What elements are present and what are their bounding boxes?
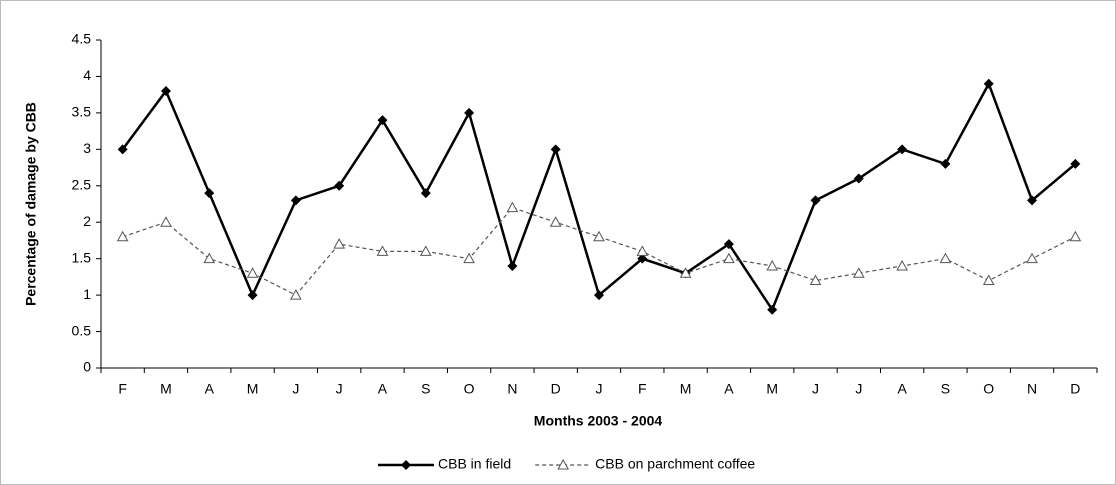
marker [853, 173, 864, 184]
x-tick-label: A [724, 381, 734, 397]
x-tick-label: A [205, 381, 215, 397]
y-tick-label: 1.5 [72, 249, 92, 265]
x-tick-label: O [464, 381, 475, 397]
y-tick-label: 1 [83, 286, 91, 302]
marker [549, 216, 562, 227]
marker [246, 267, 259, 278]
marker [376, 245, 389, 256]
marker [557, 458, 570, 470]
marker [116, 230, 129, 242]
marker [897, 144, 908, 155]
marker [809, 274, 822, 286]
marker [463, 252, 475, 264]
marker [507, 260, 518, 271]
marker [593, 230, 605, 242]
marker [160, 86, 171, 97]
x-tick-label: J [596, 381, 603, 397]
x-tick-label: J [336, 381, 343, 397]
series-line [122, 206, 1076, 296]
x-tick-label: N [507, 381, 517, 397]
x-tick-label: M [247, 381, 259, 397]
x-tick-label: M [680, 381, 692, 397]
marker [333, 238, 346, 249]
x-tick-label: M [766, 381, 778, 397]
y-axis-label: Percentage of damage by CBB [23, 102, 39, 306]
marker [290, 195, 301, 206]
y-tick-label: 3.5 [72, 104, 92, 120]
marker [203, 252, 216, 264]
y-tick-label: 4.5 [72, 31, 92, 47]
marker [636, 245, 649, 256]
marker [506, 201, 519, 213]
marker [247, 290, 258, 301]
marker [982, 274, 995, 286]
marker [1027, 195, 1038, 206]
marker [464, 107, 475, 118]
x-tick-label: J [292, 381, 299, 397]
x-tick-label: J [855, 381, 862, 397]
x-tick-label: N [1027, 381, 1037, 397]
marker [117, 144, 128, 155]
marker [401, 460, 411, 470]
marker [419, 245, 432, 256]
marker [594, 290, 604, 301]
marker [377, 115, 388, 126]
marker [204, 188, 215, 199]
x-tick-label: D [1070, 381, 1080, 397]
marker [1069, 230, 1082, 242]
marker [334, 180, 345, 191]
marker [940, 158, 951, 169]
marker [939, 252, 952, 264]
x-tick-label: F [638, 381, 647, 397]
marker [290, 289, 302, 300]
y-tick-label: 0 [83, 359, 91, 375]
marker [896, 259, 908, 271]
marker [420, 188, 431, 199]
marker [810, 195, 821, 206]
y-tick-label: 0.5 [72, 322, 92, 338]
x-tick-label: S [421, 381, 430, 397]
legend-label: CBB in field [438, 456, 511, 472]
y-tick-label: 4 [83, 67, 91, 83]
x-axis-label: Months 2003 - 2004 [534, 413, 663, 429]
x-tick-label: D [551, 381, 561, 397]
y-tick-label: 2 [83, 213, 91, 229]
x-tick-label: J [812, 381, 819, 397]
marker [550, 144, 561, 155]
x-tick-label: M [160, 381, 172, 397]
marker [766, 259, 779, 271]
x-tick-label: A [378, 381, 388, 397]
marker [852, 267, 865, 278]
x-tick-label: O [983, 381, 994, 397]
x-tick-label: F [118, 381, 127, 397]
marker [637, 253, 648, 264]
marker [160, 216, 172, 227]
marker [679, 267, 692, 278]
marker [767, 304, 778, 315]
legend-label: CBB on parchment coffee [595, 456, 755, 472]
y-tick-label: 3 [83, 140, 91, 156]
x-tick-label: S [941, 381, 950, 397]
marker [983, 78, 994, 89]
marker [723, 239, 734, 250]
x-tick-label: A [897, 381, 907, 397]
marker [1026, 252, 1038, 264]
marker [723, 252, 735, 264]
marker [1070, 158, 1081, 169]
y-tick-label: 2.5 [72, 176, 92, 192]
